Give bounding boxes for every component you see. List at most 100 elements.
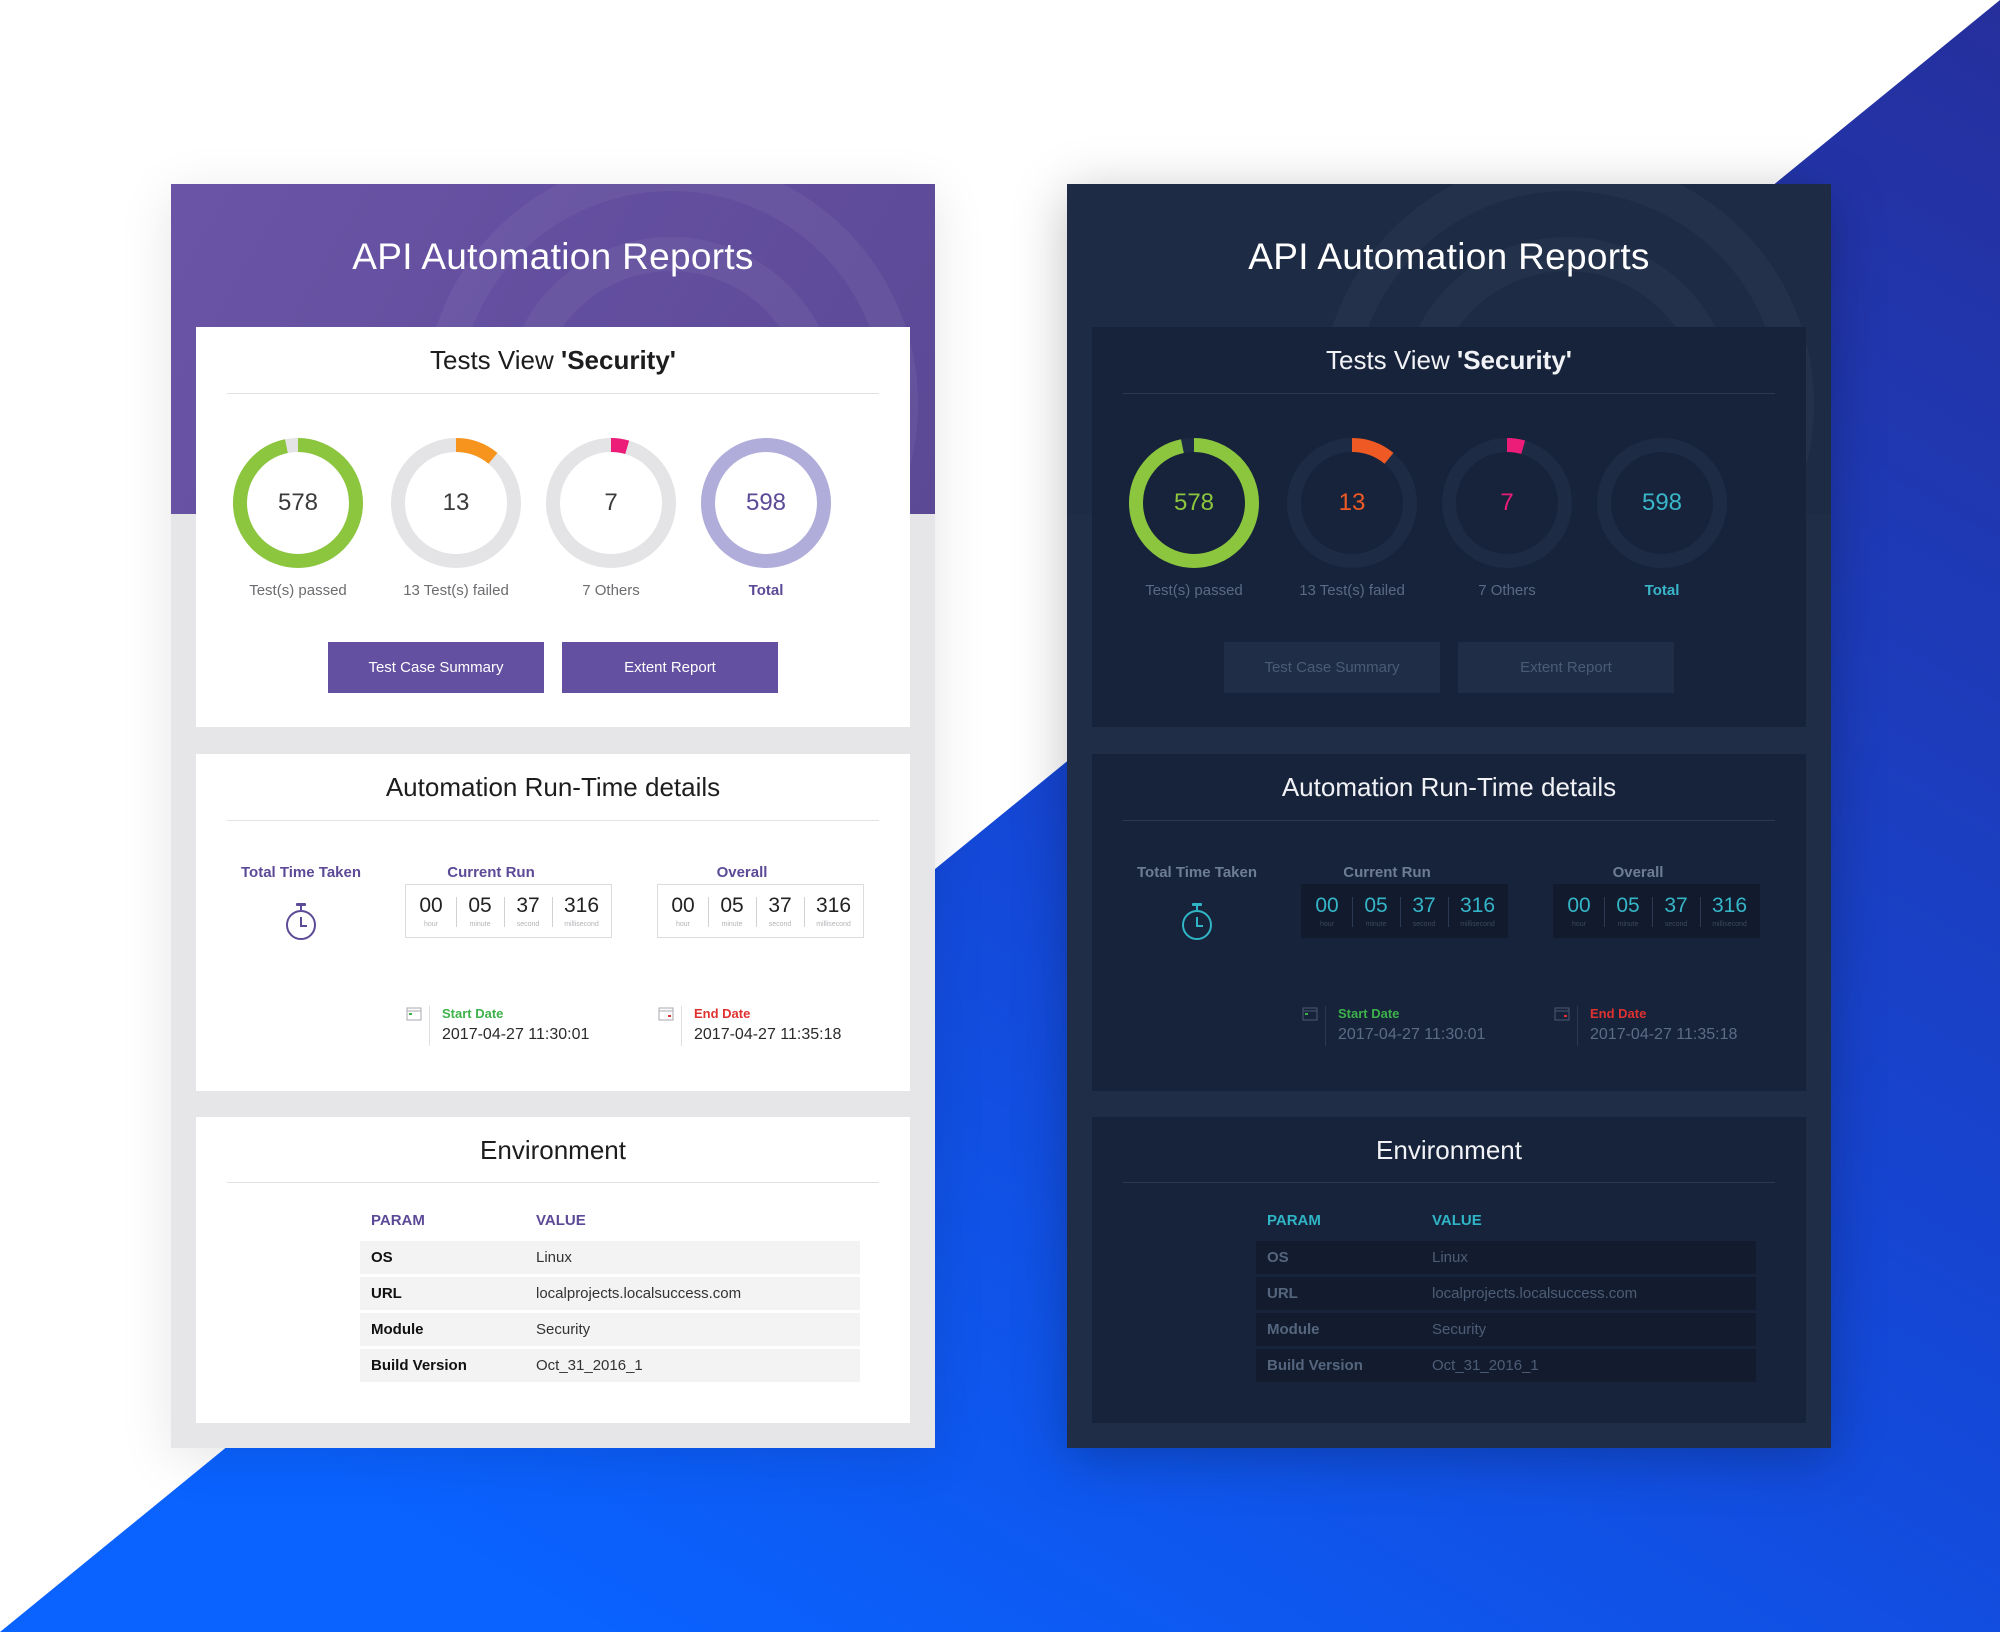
current-run-timer: 00 hour 05 minute 37 second 316 millisecond	[1301, 884, 1508, 938]
failed-donut: 13	[1284, 435, 1420, 571]
test-case-summary-button[interactable]: Test Case Summary	[1224, 642, 1440, 693]
stat-passed[interactable]: 578 Test(s) passed	[1124, 435, 1264, 599]
calendar-icon	[1554, 1007, 1570, 1021]
current-run-label: Current Run	[1343, 864, 1431, 881]
current-run-timer: 00 hour 05 minute 37 second 316 millisecond	[405, 884, 612, 938]
current-run-label: Current Run	[447, 864, 535, 881]
param-header: PARAM	[1267, 1212, 1321, 1229]
divider	[1123, 820, 1775, 821]
tests-view-title: Tests View 'Security'	[1326, 345, 1572, 375]
calendar-icon	[406, 1007, 422, 1021]
total-time-label: Total Time Taken	[240, 864, 362, 881]
passed-caption: Test(s) passed	[249, 582, 347, 599]
second-cell: 37 second	[516, 894, 540, 928]
others-caption: 7 Others	[1478, 582, 1536, 599]
others-donut: 7	[543, 435, 679, 571]
runtime-title: Automation Run-Time details	[385, 772, 721, 802]
stat-passed[interactable]: 578 Test(s) passed	[228, 435, 368, 599]
total-time-label: Total Time Taken	[1136, 864, 1258, 881]
overall-timer: 00 hour 05 minute 37 second 316 millisecond	[657, 884, 864, 938]
millisecond-cell: 316 millisecond	[1459, 894, 1496, 928]
overall-label: Overall	[1612, 864, 1664, 881]
extent-report-button[interactable]: Extent Report	[1458, 642, 1674, 693]
environment-title: Environment	[480, 1135, 626, 1165]
total-count: 598	[745, 489, 787, 516]
hour-cell: 00 hour	[671, 894, 695, 928]
failed-caption: 13 Test(s) failed	[1299, 582, 1405, 599]
runtime-card: Automation Run-Time details Total Time T…	[1092, 754, 1806, 1091]
table-row: OS Linux	[1256, 1241, 1756, 1274]
overall-label: Overall	[716, 864, 768, 881]
second-cell: 37 second	[1664, 894, 1688, 928]
millisecond-cell: 316 millisecond	[1711, 894, 1748, 928]
report-title: API Automation Reports	[352, 236, 754, 277]
failed-count: 13	[442, 489, 470, 516]
hour-cell: 00 hour	[419, 894, 443, 928]
others-count: 7	[604, 489, 618, 516]
end-date-value: 2017-04-27 11:35:18	[1590, 1026, 1738, 1043]
divider	[1123, 1182, 1775, 1183]
others-caption: 7 Others	[582, 582, 640, 599]
environment-table: PARAM VALUE OS Linux URL localprojects.loc…	[1256, 1202, 1756, 1382]
table-row: URL localprojects.localsuccess.com	[360, 1277, 860, 1310]
table-row: Module Security	[360, 1313, 860, 1346]
minute-cell: 05 minute	[720, 894, 744, 928]
overall-timer: 00 hour 05 minute 37 second 316 millisecond	[1553, 884, 1760, 938]
millisecond-cell: 316 millisecond	[563, 894, 600, 928]
total-caption: Total	[748, 582, 784, 599]
hour-cell: 00 hour	[1567, 894, 1591, 928]
total-caption: Total	[1644, 582, 1680, 599]
hour-cell: 00 hour	[1315, 894, 1339, 928]
stat-others[interactable]: 7 7 Others	[1437, 435, 1577, 599]
tests-view-card: Tests View 'Security' 578 Test(s) passed…	[1092, 327, 1806, 727]
stat-failed[interactable]: 13 13 Test(s) failed	[386, 435, 526, 599]
passed-count: 578	[1173, 489, 1215, 516]
passed-caption: Test(s) passed	[1145, 582, 1243, 599]
table-row: Build Version Oct_31_2016_1	[1256, 1349, 1756, 1382]
failed-donut: 13	[388, 435, 524, 571]
table-header: PARAM VALUE	[360, 1202, 860, 1238]
tests-view-card: Tests View 'Security' 578 Test(s) passed…	[196, 327, 910, 727]
total-count: 598	[1641, 489, 1683, 516]
tests-view-title: Tests View 'Security'	[430, 345, 676, 375]
total-donut: 598	[698, 435, 834, 571]
runtime-card: Automation Run-Time details Total Time T…	[196, 754, 910, 1091]
second-cell: 37 second	[1412, 894, 1436, 928]
test-case-summary-button[interactable]: Test Case Summary	[328, 642, 544, 693]
end-date-value: 2017-04-27 11:35:18	[694, 1026, 842, 1043]
millisecond-cell: 316 millisecond	[815, 894, 852, 928]
others-donut: 7	[1439, 435, 1575, 571]
stopwatch-icon	[1182, 903, 1212, 940]
others-count: 7	[1500, 489, 1514, 516]
passed-donut: 578	[1126, 435, 1262, 571]
table-row: Module Security	[1256, 1313, 1756, 1346]
value-header: VALUE	[1432, 1212, 1482, 1229]
stopwatch-icon	[286, 903, 316, 940]
extent-report-button[interactable]: Extent Report	[562, 642, 778, 693]
table-header: PARAM VALUE	[1256, 1202, 1756, 1238]
total-donut: 598	[1594, 435, 1730, 571]
stat-others[interactable]: 7 7 Others	[541, 435, 681, 599]
start-date-value: 2017-04-27 11:30:01	[1338, 1026, 1486, 1043]
environment-title: Environment	[1376, 1135, 1522, 1165]
start-date-label: Start Date	[442, 1006, 504, 1021]
stat-failed[interactable]: 13 13 Test(s) failed	[1282, 435, 1422, 599]
table-row: URL localprojects.localsuccess.com	[1256, 1277, 1756, 1310]
environment-card: Environment PARAM VALUE OS Linux URL local…	[1092, 1117, 1806, 1423]
passed-count: 578	[277, 489, 319, 516]
calendar-icon	[1302, 1007, 1318, 1021]
start-date-label: Start Date	[1338, 1006, 1400, 1021]
passed-donut: 578	[230, 435, 366, 571]
minute-cell: 05 minute	[1364, 894, 1388, 928]
second-cell: 37 second	[768, 894, 792, 928]
stat-total[interactable]: 598 Total	[1592, 435, 1732, 599]
end-date-label: End Date	[694, 1006, 751, 1021]
calendar-icon	[658, 1007, 674, 1021]
divider	[227, 1182, 879, 1183]
divider	[227, 393, 879, 394]
dark-theme-report: API Automation Reports Tests View 'Secur…	[1067, 184, 1831, 1448]
report-title: API Automation Reports	[1248, 236, 1650, 277]
stat-total[interactable]: 598 Total	[696, 435, 836, 599]
failed-caption: 13 Test(s) failed	[403, 582, 509, 599]
environment-table: PARAM VALUE OS Linux URL localprojects.loc…	[360, 1202, 860, 1382]
